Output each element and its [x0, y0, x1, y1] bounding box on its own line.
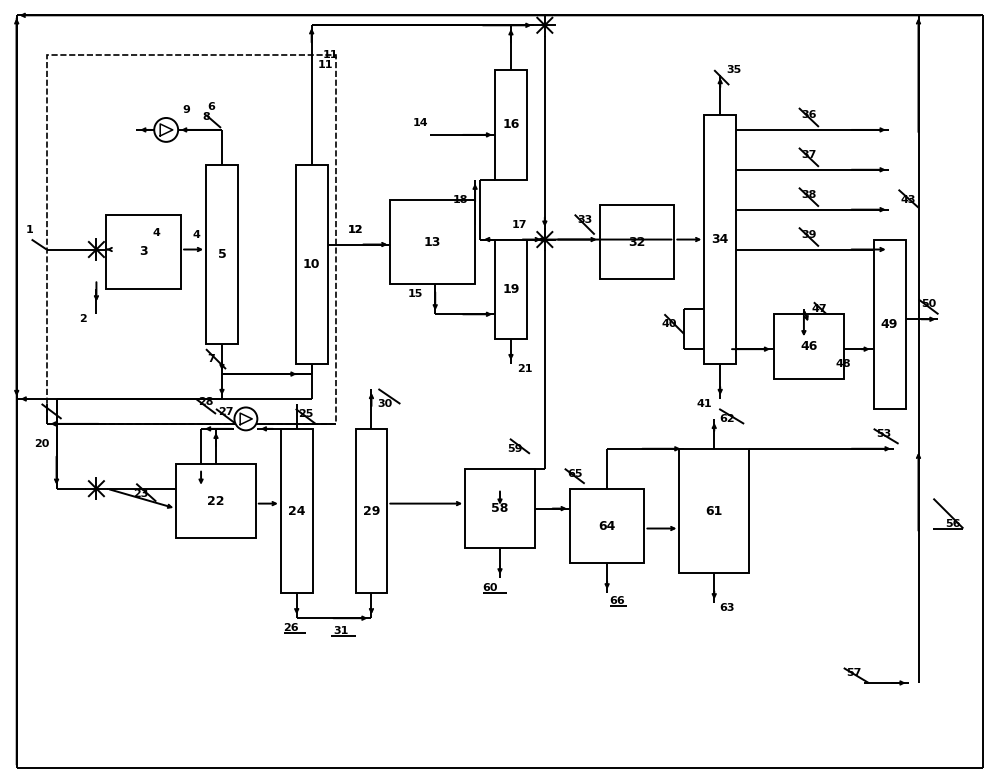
- Text: 28: 28: [198, 397, 214, 407]
- Text: 64: 64: [598, 520, 616, 532]
- Bar: [679, 448, 749, 573]
- Text: 49: 49: [881, 318, 898, 331]
- Bar: [495, 70, 527, 180]
- Bar: [281, 429, 313, 593]
- Bar: [390, 200, 475, 285]
- Bar: [495, 240, 527, 339]
- Text: 20: 20: [34, 439, 49, 448]
- Text: 59: 59: [507, 444, 523, 454]
- Bar: [874, 240, 906, 409]
- Text: 25: 25: [298, 409, 313, 419]
- Text: 11: 11: [323, 50, 338, 60]
- Bar: [296, 165, 328, 364]
- Text: 5: 5: [218, 248, 226, 261]
- Text: 46: 46: [800, 340, 818, 353]
- Text: 30: 30: [378, 399, 393, 409]
- Text: 63: 63: [719, 603, 735, 613]
- Text: 58: 58: [491, 502, 509, 515]
- Text: 22: 22: [207, 495, 225, 507]
- Text: 37: 37: [801, 150, 817, 160]
- Bar: [600, 205, 674, 279]
- Text: 43: 43: [901, 194, 916, 205]
- Text: 34: 34: [712, 233, 729, 246]
- Text: 11: 11: [318, 60, 333, 70]
- Text: 41: 41: [696, 399, 712, 409]
- Text: 47: 47: [811, 304, 827, 314]
- Bar: [106, 215, 181, 289]
- Text: 61: 61: [706, 505, 723, 517]
- Text: 29: 29: [363, 505, 380, 517]
- Bar: [570, 488, 644, 564]
- Text: 9: 9: [182, 105, 190, 115]
- Text: 38: 38: [801, 190, 817, 200]
- Text: 13: 13: [424, 235, 441, 249]
- Bar: [176, 464, 256, 539]
- Text: 27: 27: [218, 407, 234, 417]
- Text: 35: 35: [727, 65, 742, 75]
- Text: 21: 21: [517, 364, 533, 374]
- Text: 2: 2: [80, 314, 87, 325]
- Text: 39: 39: [801, 230, 817, 240]
- Bar: [774, 314, 844, 379]
- Text: 24: 24: [288, 505, 305, 517]
- Text: 6: 6: [207, 102, 215, 112]
- Text: 40: 40: [662, 319, 677, 329]
- Bar: [356, 429, 387, 593]
- Bar: [47, 55, 336, 424]
- Bar: [465, 469, 535, 549]
- Text: 23: 23: [134, 488, 149, 499]
- Text: 53: 53: [876, 429, 891, 439]
- Circle shape: [154, 118, 178, 142]
- Text: 60: 60: [482, 583, 498, 593]
- Bar: [206, 165, 238, 344]
- Text: 26: 26: [283, 623, 299, 633]
- Text: 65: 65: [567, 469, 582, 479]
- Text: 31: 31: [333, 626, 348, 636]
- Text: 18: 18: [452, 194, 468, 205]
- Text: 17: 17: [512, 220, 528, 230]
- Text: 33: 33: [577, 215, 592, 224]
- Text: 7: 7: [207, 354, 215, 364]
- Text: 16: 16: [502, 118, 520, 132]
- Text: 3: 3: [139, 245, 148, 259]
- Text: 36: 36: [801, 110, 817, 120]
- Text: 12: 12: [348, 224, 363, 234]
- Text: 14: 14: [412, 118, 428, 128]
- Text: 50: 50: [921, 299, 936, 310]
- Circle shape: [234, 408, 257, 430]
- Text: 19: 19: [502, 283, 520, 296]
- Text: 56: 56: [946, 518, 961, 528]
- Text: 8: 8: [202, 112, 210, 122]
- Bar: [704, 115, 736, 364]
- Text: 32: 32: [628, 235, 646, 249]
- Text: 10: 10: [303, 258, 320, 271]
- Text: 62: 62: [719, 414, 735, 424]
- Text: 12: 12: [348, 224, 363, 234]
- Text: 57: 57: [846, 668, 861, 678]
- Text: 48: 48: [836, 359, 852, 369]
- Text: 4: 4: [152, 227, 160, 238]
- Text: 1: 1: [26, 224, 34, 234]
- Text: 4: 4: [192, 230, 200, 240]
- Text: 66: 66: [610, 597, 625, 606]
- Text: 15: 15: [408, 289, 423, 299]
